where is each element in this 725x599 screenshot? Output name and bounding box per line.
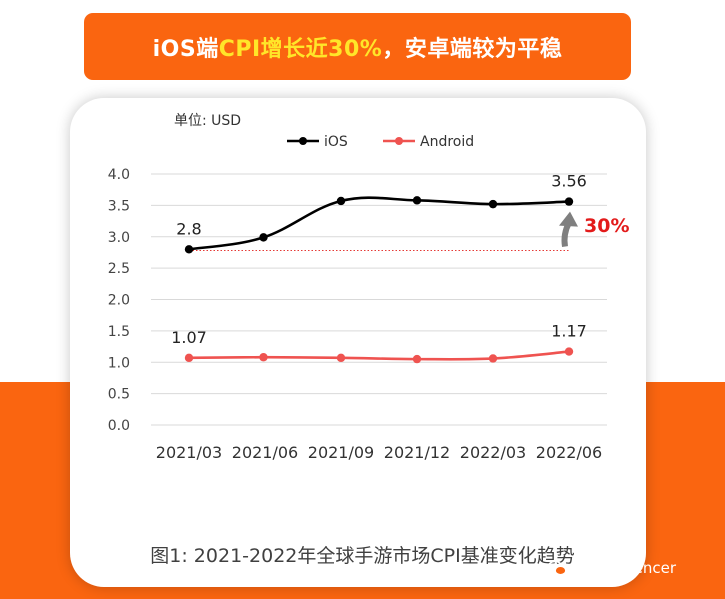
android-point (412, 354, 422, 364)
x-tick-label: 2022/06 (536, 443, 602, 462)
headline-suffix: ，安卓端较为平稳 (382, 36, 563, 62)
android-series-line (188, 350, 570, 361)
legend-ios-label: iOS (324, 134, 348, 150)
growth-arrow-head (559, 211, 578, 227)
x-tick-label: 2021/09 (308, 443, 374, 462)
growth-label: 30% (584, 215, 629, 237)
wechat-icon (547, 560, 567, 576)
y-tick-label: 1.5 (108, 324, 130, 340)
ios-point (336, 196, 346, 206)
y-tick-label: 3.0 (108, 230, 130, 246)
y-tick-label: 1.0 (108, 355, 130, 371)
ios-point (259, 233, 268, 242)
android-point (336, 353, 346, 363)
android-point (488, 354, 498, 363)
watermark-text: NoxInfluencer (572, 559, 677, 577)
x-tick-label: 2021/12 (384, 443, 450, 462)
data-label: 2.8 (176, 219, 201, 238)
y-tick-label: 2.5 (108, 261, 130, 277)
y-tick-label: 0.0 (108, 418, 130, 434)
x-tick-label: 2022/03 (460, 443, 526, 462)
android-point (564, 347, 574, 356)
headline-highlight: CPI增长近30% (218, 36, 383, 62)
x-tick-label: 2021/03 (156, 443, 222, 462)
chart-card (70, 98, 646, 587)
legend-android-marker (395, 137, 403, 145)
data-label: 1.17 (551, 322, 587, 341)
ios-point (564, 197, 574, 206)
y-tick-label: 0.5 (108, 387, 130, 403)
growth-arrow-shaft (561, 221, 572, 248)
android-point (259, 353, 268, 362)
legend-ios-marker (299, 137, 307, 145)
y-tick-label: 2.0 (108, 293, 130, 309)
figure-caption: 图1: 2021-2022年全球手游市场CPI基准变化趋势 (150, 545, 575, 567)
x-tick-label: 2021/06 (232, 443, 298, 462)
headline-banner: iOS端 CPI增长近30% ，安卓端较为平稳 (84, 13, 631, 80)
watermark: NoxInfluencer (547, 559, 676, 577)
ios-point (184, 245, 194, 254)
ios-point (412, 196, 422, 205)
android-point (184, 353, 194, 363)
unit-label: 单位: USD (174, 113, 242, 129)
ios-point (488, 199, 498, 209)
legend-android-label: Android (420, 134, 474, 150)
data-label: 3.56 (551, 172, 587, 191)
data-label: 1.07 (171, 328, 207, 347)
headline-prefix: iOS端 (152, 36, 219, 62)
y-tick-label: 3.5 (108, 198, 130, 214)
y-tick-label: 4.0 (108, 167, 130, 183)
ios-series-line (188, 196, 570, 251)
